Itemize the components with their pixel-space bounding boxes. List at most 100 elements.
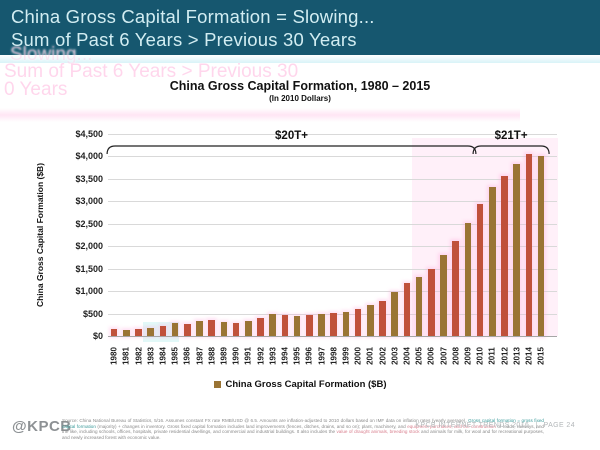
bar-1991 xyxy=(245,321,252,336)
footnote-segment: of roads, railways, and the like, includ… xyxy=(62,423,544,435)
x-tick-label-2004: 2004 xyxy=(402,347,412,365)
bar-2009 xyxy=(464,223,472,336)
bar-1992 xyxy=(257,318,264,336)
chart-legend: China Gross Capital Formation ($B) xyxy=(0,379,600,390)
bar-1998 xyxy=(330,312,337,336)
bar-1983 xyxy=(147,328,154,336)
bar-2012 xyxy=(501,176,508,336)
bar-1999 xyxy=(342,311,350,336)
x-tick-label-1990: 1990 xyxy=(231,347,241,365)
bar-1993 xyxy=(269,313,276,336)
y-tick-label: $4,500 xyxy=(75,128,103,139)
bar-1990 xyxy=(232,322,240,336)
slide-header: China Gross Capital Formation = Slowing.… xyxy=(0,0,600,55)
x-tick-label-1999: 1999 xyxy=(341,347,351,365)
credit-separator: | xyxy=(535,422,538,429)
x-tick-label-1995: 1995 xyxy=(292,347,302,365)
bracket-label-$21T+: $21T+ xyxy=(494,130,528,142)
bar-1988 xyxy=(208,320,215,336)
bar-2011 xyxy=(489,186,496,336)
bar-2001 xyxy=(367,305,374,336)
y-tick-label: $3,000 xyxy=(75,196,103,207)
gridline-$4,500 xyxy=(108,133,557,135)
slide-title-line2: Sum of Past 6 Years > Previous 30 Years xyxy=(11,28,357,50)
bar-1997 xyxy=(318,313,325,336)
header-bottom-strip xyxy=(0,55,600,63)
y-tick-label: $500 xyxy=(82,308,103,319)
slide-title-line1: China Gross Capital Formation = Slowing.… xyxy=(11,6,375,27)
footnote-segment: Gross capital formation = gross fixed ca… xyxy=(62,418,544,429)
y-tick-label: $1,500 xyxy=(75,263,103,274)
x-tick-label-1987: 1987 xyxy=(195,347,204,365)
x-tick-label-1984: 1984 xyxy=(158,347,168,365)
footnote-segment: value of draught animals, breeding stock xyxy=(336,429,420,435)
bar-2000 xyxy=(354,309,362,336)
y-tick-label: $2,000 xyxy=(75,241,103,252)
y-tick-label: $1,000 xyxy=(75,286,103,297)
bar-2002 xyxy=(379,300,386,336)
bar-1982 xyxy=(135,329,142,336)
footnote-segment: equipment purchases; and the constructio… xyxy=(407,423,496,429)
x-tick-label-1982: 1982 xyxy=(134,347,143,365)
footnote-segment: (majority) + changes in inventory. Gross… xyxy=(95,423,408,429)
bar-2003 xyxy=(391,291,398,336)
x-tick-label-1981: 1981 xyxy=(121,347,131,365)
y-tick-label: $3,500 xyxy=(75,173,103,184)
pink-artifact-strip xyxy=(0,108,520,122)
deck-credit: KPCB INTERNET TRENDS 2016 | PAGE 24 xyxy=(412,422,578,429)
y-tick-label: $2,500 xyxy=(75,218,103,229)
x-tick-label-2015: 2015 xyxy=(536,347,546,365)
bar-1986 xyxy=(184,323,191,336)
legend-label: China Gross Capital Formation ($B) xyxy=(225,379,387,390)
x-tick-label-2014: 2014 xyxy=(524,347,534,365)
x-tick-label-1989: 1989 xyxy=(219,347,229,365)
x-tick-label-1992: 1992 xyxy=(256,347,265,365)
source-footnote: Source: China National Bureau of Statist… xyxy=(62,418,544,440)
y-tick-label: $0 xyxy=(92,331,103,341)
credit-deck-name: KPCB INTERNET TRENDS 2016 xyxy=(415,422,530,429)
x-tick-label-2007: 2007 xyxy=(439,347,448,365)
x-tick-label-2008: 2008 xyxy=(451,347,461,365)
x-tick-label-2013: 2013 xyxy=(512,347,522,365)
x-tick-label-2006: 2006 xyxy=(426,347,436,365)
x-tick-label-2012: 2012 xyxy=(500,347,509,365)
x-tick-label-1980: 1980 xyxy=(109,347,119,365)
bar-2014 xyxy=(525,154,533,336)
chart-subtitle: (In 2010 Dollars) xyxy=(269,94,331,103)
footnote-segment: Source: China National Bureau of Statist… xyxy=(62,418,469,423)
x-tick-label-1994: 1994 xyxy=(280,347,290,365)
chart-title: China Gross Capital Formation, 1980 – 20… xyxy=(169,79,431,93)
bar-2007 xyxy=(440,254,447,336)
bar-2015 xyxy=(537,155,545,336)
ghost-text-line3: 0 Years xyxy=(4,79,68,100)
x-tick-label-1991: 1991 xyxy=(243,347,253,365)
bar-1985 xyxy=(171,323,179,336)
bar-1996 xyxy=(306,314,313,336)
bar-1994 xyxy=(281,314,289,336)
x-tick-label-2002: 2002 xyxy=(378,347,387,365)
bar-2013 xyxy=(513,164,520,336)
y-tick-label: $4,000 xyxy=(75,151,103,162)
bar-1987 xyxy=(196,321,203,336)
gridline-$1,500 xyxy=(108,268,557,270)
x-tick-label-1986: 1986 xyxy=(182,347,192,365)
bar-2006 xyxy=(428,268,435,336)
credit-page-number: PAGE 24 xyxy=(543,422,575,429)
x-tick-label-1985: 1985 xyxy=(170,347,180,365)
bar-2004 xyxy=(403,282,411,336)
x-tick-label-2001: 2001 xyxy=(365,347,375,365)
x-tick-label-1997: 1997 xyxy=(317,347,326,365)
x-tick-label-2010: 2010 xyxy=(475,347,485,365)
bar-1980 xyxy=(110,329,118,336)
gridline-$4,000 xyxy=(108,156,557,158)
x-axis-line xyxy=(108,336,557,337)
ghost-text-slowing: Slowing... xyxy=(10,44,93,65)
gridline-$2,500 xyxy=(108,223,557,225)
gridline-$2,000 xyxy=(108,246,557,248)
footnote-segment: and animals for milk, for wool and for r… xyxy=(62,429,544,440)
gridline-$3,000 xyxy=(108,201,557,203)
bar-2005 xyxy=(415,276,423,336)
bar-1989 xyxy=(220,322,228,336)
x-tick-label-1996: 1996 xyxy=(304,347,314,365)
bracket-label-$20T+: $20T+ xyxy=(275,130,308,142)
